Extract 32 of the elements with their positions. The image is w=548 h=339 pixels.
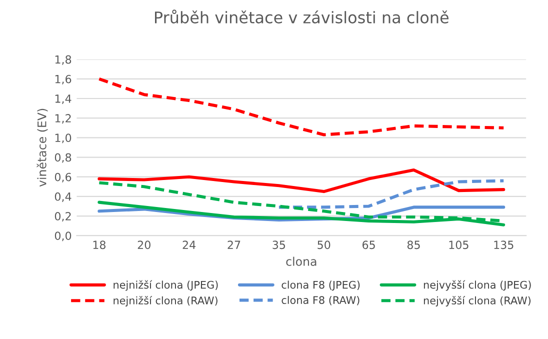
- legend-label: nejnižší clona (RAW): [114, 296, 218, 306]
- line-series: [98, 168, 506, 194]
- y-tick-label: 1,2: [55, 114, 71, 124]
- x-tick-label: 24: [182, 240, 196, 249]
- x-tick-label: 27: [228, 240, 240, 249]
- legend-label: nejvyšší clona (RAW): [424, 296, 531, 306]
- x-axis-title: clona: [286, 256, 316, 266]
- x-tick-label: 20: [138, 240, 150, 250]
- x-tick-label: 65: [362, 240, 375, 250]
- y-tick-label: 0,6: [54, 172, 72, 182]
- x-tick-label: 85: [407, 240, 420, 250]
- y-tick-label: 0,4: [54, 192, 72, 202]
- y-tick-label: 1,0: [55, 134, 72, 144]
- legend-label: clona F8 (RAW): [282, 296, 360, 306]
- legend-label: nejvyšší clona (JPEG): [424, 280, 531, 291]
- x-tick-label: 50: [318, 240, 330, 250]
- y-tick-label: 1,8: [55, 55, 72, 65]
- x-tick-label: 35: [272, 240, 286, 250]
- chart-title: Průběh vinětace v závislosti na cloně: [155, 10, 449, 24]
- x-tick-label: 105: [449, 240, 468, 250]
- legend-label: clona F8 (JPEG): [282, 280, 360, 291]
- legend-label: nejnižší clona (JPEG): [114, 280, 218, 291]
- y-tick-label: 0,2: [54, 212, 71, 222]
- line-series: [277, 179, 506, 209]
- x-tick-label: 18: [93, 240, 106, 250]
- y-axis-title: vinětace (EV): [36, 108, 48, 187]
- line-series: [98, 77, 506, 136]
- y-tick-label: 0,0: [54, 232, 72, 242]
- y-tick-label: 0,8: [54, 153, 72, 163]
- x-tick-label: 135: [494, 240, 514, 250]
- y-tick-label: 1,4: [55, 94, 72, 104]
- y-tick-label: 1,6: [55, 74, 72, 84]
